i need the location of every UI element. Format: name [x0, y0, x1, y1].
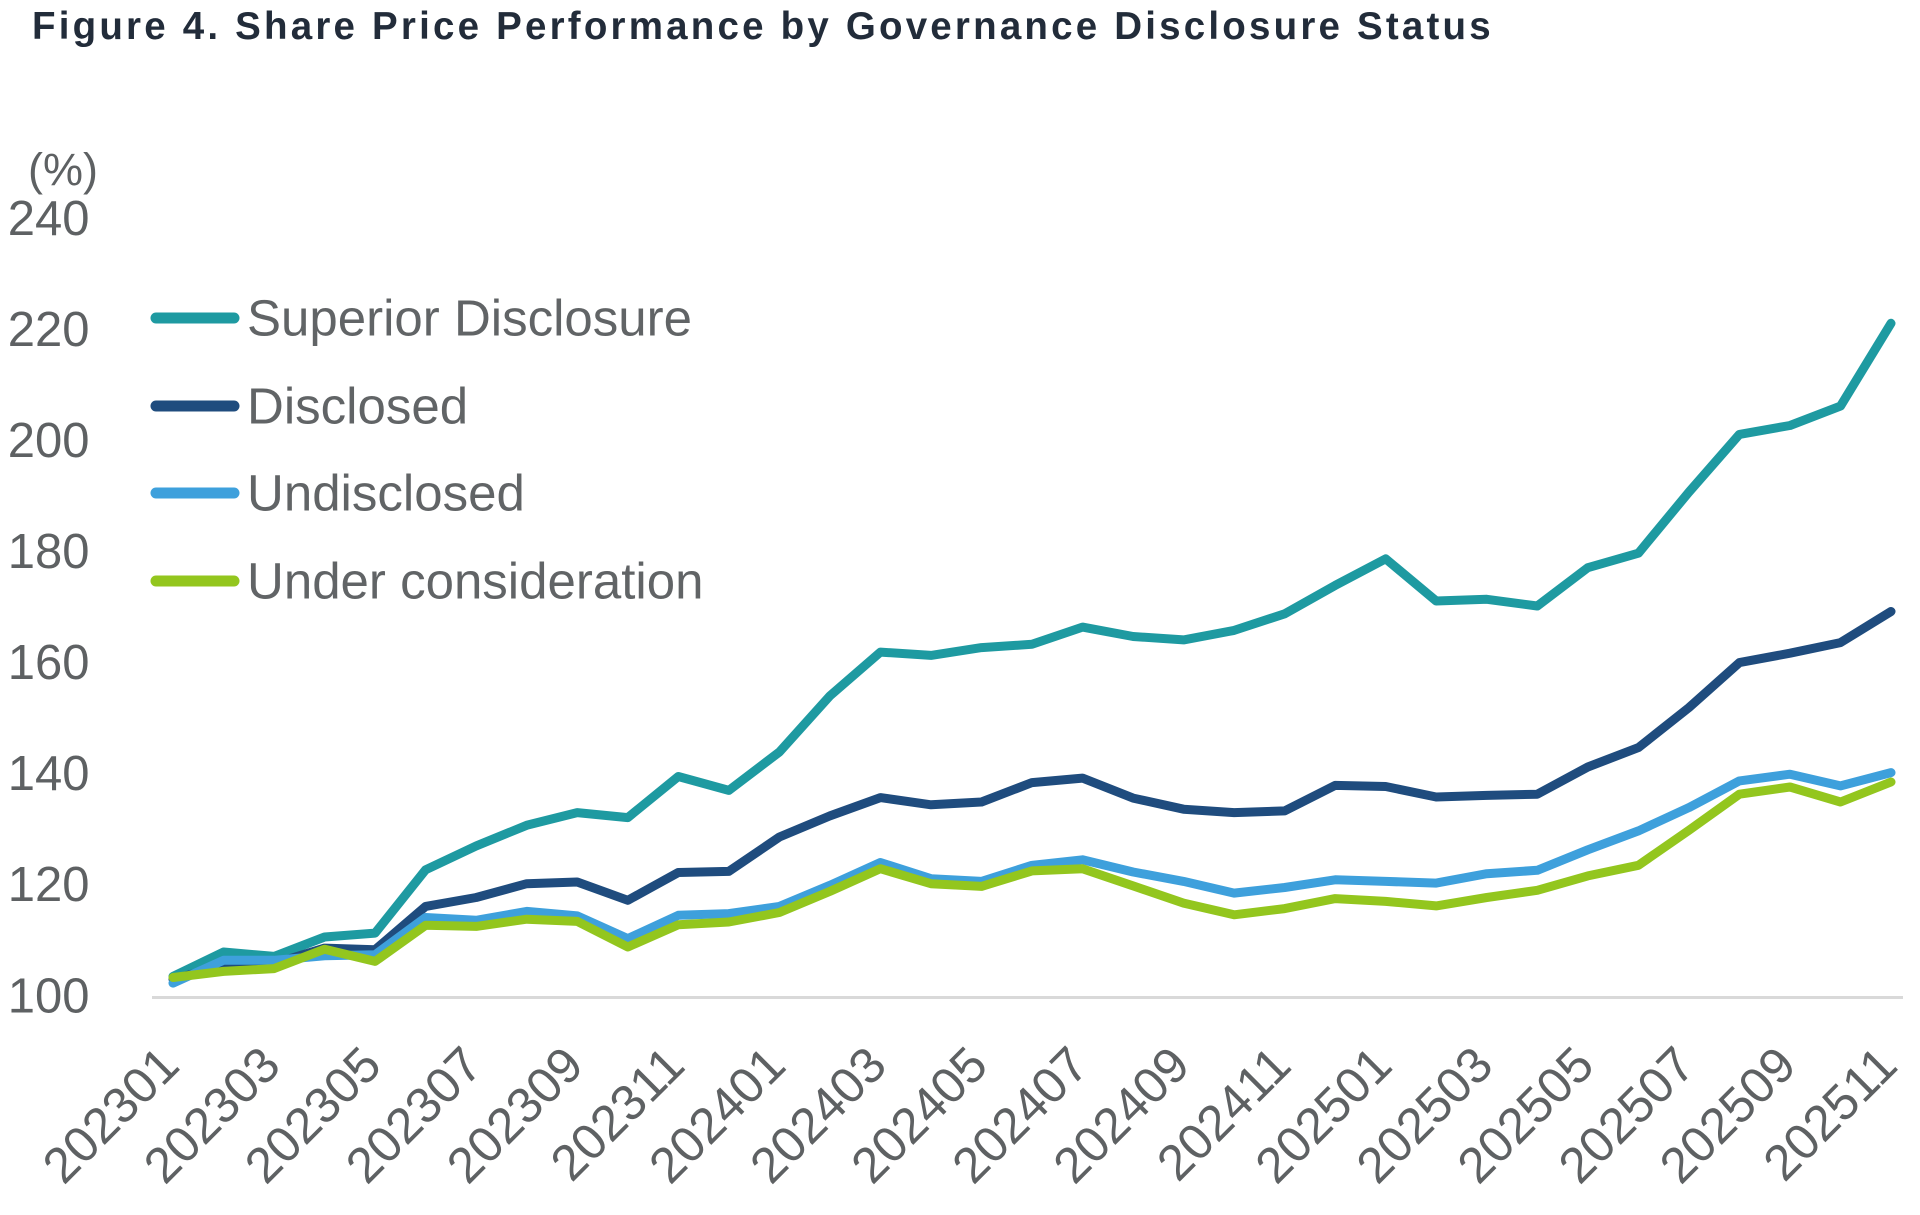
svg-text:160: 160 [8, 636, 90, 690]
svg-text:200: 200 [8, 414, 90, 468]
svg-text:240: 240 [8, 192, 90, 246]
svg-text:180: 180 [8, 525, 90, 579]
svg-text:Under consideration: Under consideration [247, 553, 703, 610]
svg-text:Disclosed: Disclosed [247, 378, 468, 435]
svg-text:140: 140 [8, 747, 90, 801]
svg-text:Superior Disclosure: Superior Disclosure [247, 290, 692, 347]
svg-text:100: 100 [8, 969, 90, 1023]
svg-text:(%): (%) [28, 144, 98, 195]
svg-text:120: 120 [8, 858, 90, 912]
svg-text:220: 220 [8, 303, 90, 357]
svg-text:Figure 4. Share Price Performa: Figure 4. Share Price Performance by Gov… [32, 5, 1494, 48]
svg-text:Undisclosed: Undisclosed [247, 465, 525, 522]
